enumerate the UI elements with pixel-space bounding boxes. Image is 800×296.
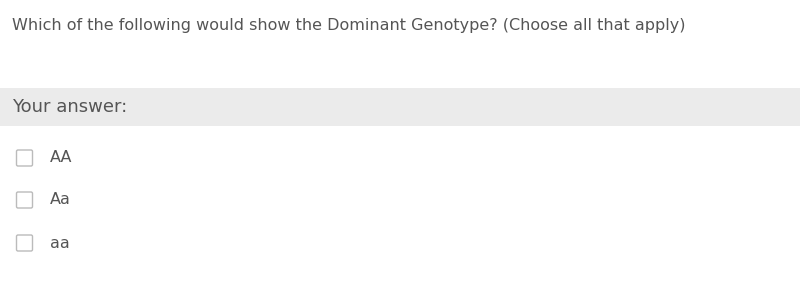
- Text: Your answer:: Your answer:: [12, 98, 127, 116]
- Text: aa: aa: [50, 236, 70, 250]
- FancyBboxPatch shape: [17, 150, 33, 166]
- Text: AA: AA: [50, 150, 73, 165]
- FancyBboxPatch shape: [17, 235, 33, 251]
- FancyBboxPatch shape: [17, 192, 33, 208]
- Text: Aa: Aa: [50, 192, 71, 207]
- FancyBboxPatch shape: [0, 88, 800, 126]
- Text: Which of the following would show the Dominant Genotype? (Choose all that apply): Which of the following would show the Do…: [12, 18, 686, 33]
